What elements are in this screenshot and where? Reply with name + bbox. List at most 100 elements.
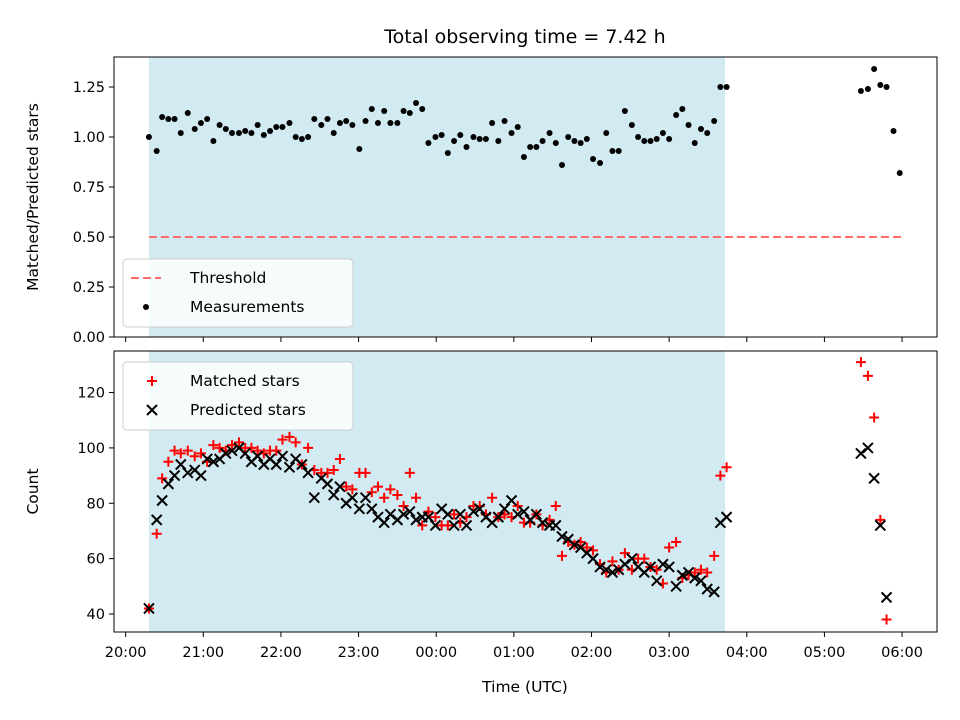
data-point — [857, 88, 864, 94]
data-point — [457, 132, 464, 138]
data-point — [609, 148, 616, 154]
data-point — [671, 537, 682, 548]
data-point — [709, 550, 720, 561]
data-point — [182, 467, 194, 479]
data-point — [169, 445, 180, 456]
data-point — [533, 144, 540, 150]
data-point — [404, 467, 415, 478]
data-point — [565, 134, 572, 140]
data-point — [283, 461, 296, 473]
data-point — [242, 128, 249, 134]
data-point — [360, 467, 371, 478]
data-point — [512, 508, 524, 521]
data-point — [619, 558, 631, 570]
data-point — [670, 580, 682, 593]
data-point — [550, 501, 561, 512]
data-point — [162, 478, 175, 490]
data-point — [151, 528, 162, 539]
x-tick-label: 03:00 — [648, 645, 690, 661]
data-point — [276, 450, 289, 462]
y-tick-label: 80 — [87, 496, 105, 512]
data-point — [271, 445, 282, 456]
data-point — [715, 470, 726, 481]
data-point — [539, 138, 546, 144]
data-point — [501, 118, 508, 124]
legend-measurements-swatch — [143, 304, 149, 310]
legend: Threshold Measurements — [122, 258, 354, 328]
data-point — [695, 575, 707, 587]
legend-entry: Predicted stars — [190, 401, 306, 419]
legend-predicted-swatch — [146, 404, 158, 416]
data-point — [270, 458, 282, 471]
data-point — [695, 564, 706, 575]
data-point — [701, 583, 713, 595]
data-point — [366, 503, 378, 515]
data-point — [470, 134, 477, 140]
data-point — [429, 519, 442, 532]
data-point — [855, 447, 867, 460]
data-point — [220, 447, 232, 460]
data-point — [143, 602, 155, 615]
data-point — [721, 462, 732, 473]
data-point — [871, 66, 878, 72]
data-point — [346, 492, 359, 504]
data-point — [546, 130, 553, 136]
data-point — [702, 567, 713, 578]
data-point — [520, 154, 527, 160]
data-point — [723, 84, 730, 90]
data-point — [153, 148, 160, 154]
data-point — [413, 100, 420, 106]
x-tick-label: 21:00 — [182, 645, 224, 661]
x-tick-label: 05:00 — [804, 645, 846, 661]
x-tick-label: 01:00 — [493, 645, 535, 661]
data-point — [330, 130, 337, 136]
data-point — [308, 492, 321, 504]
data-point — [347, 484, 358, 495]
data-point — [189, 451, 200, 462]
data-point — [708, 586, 720, 598]
data-point — [463, 144, 470, 150]
data-point — [425, 140, 432, 146]
data-point — [626, 552, 638, 565]
data-point — [419, 106, 426, 112]
data-point — [222, 126, 229, 132]
data-point — [302, 467, 314, 479]
data-point — [679, 106, 686, 112]
data-point — [583, 136, 590, 142]
data-point — [163, 456, 174, 467]
data-point — [676, 569, 689, 581]
x-tick-label: 20:00 — [105, 645, 147, 661]
data-point — [442, 520, 453, 531]
data-point — [651, 575, 663, 587]
y-axis-label: Matched/Predicted stars — [24, 103, 42, 291]
y-tick-label: 0.25 — [73, 280, 105, 296]
data-point — [869, 412, 880, 423]
data-point — [518, 505, 530, 518]
data-point — [197, 120, 204, 126]
y-tick-label: 60 — [87, 552, 105, 568]
legend-entry: Matched stars — [190, 372, 300, 390]
data-point — [336, 120, 343, 126]
data-point — [689, 567, 700, 578]
data-point — [208, 440, 219, 451]
data-point — [207, 456, 220, 468]
data-point — [290, 437, 301, 448]
data-point — [322, 467, 333, 478]
y-tick-label: 100 — [77, 441, 105, 457]
data-point — [168, 469, 181, 482]
data-point — [438, 132, 445, 138]
data-point — [387, 120, 394, 126]
data-point — [394, 120, 401, 126]
data-point — [397, 508, 410, 521]
data-point — [663, 561, 675, 573]
data-point — [577, 140, 584, 146]
data-point — [883, 84, 890, 90]
data-point — [641, 138, 648, 144]
data-point — [328, 465, 339, 476]
data-point — [349, 122, 356, 128]
count-panel: 40 60 80 100 120 20:00 21:00 22:00 23:00 00:00 01:… — [24, 351, 938, 661]
data-point — [666, 136, 673, 142]
data-point — [868, 472, 880, 485]
data-point — [366, 487, 377, 498]
data-point — [536, 516, 549, 529]
